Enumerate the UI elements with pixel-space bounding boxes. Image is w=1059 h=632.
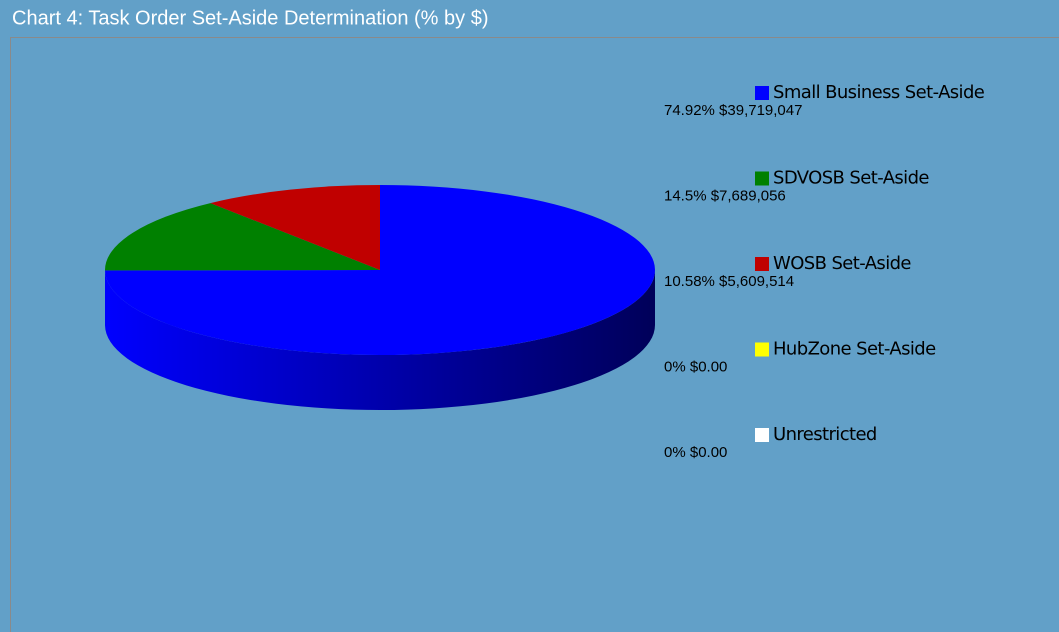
- legend-swatch: [755, 171, 769, 186]
- legend-swatch: [755, 86, 769, 100]
- pie-side: [105, 270, 655, 411]
- legend-label: WOSB Set-Aside: [773, 253, 911, 274]
- pie-slice: [210, 185, 380, 270]
- legend-label: SDVOSB Set-Aside: [773, 168, 929, 189]
- value-label: 14.5% $7,689,056: [664, 187, 786, 204]
- value-label: 0% $0.00: [664, 444, 727, 461]
- legend-swatch: [755, 342, 769, 357]
- legend-swatch: [755, 428, 769, 442]
- plot-border: [10, 37, 1059, 632]
- pie-slice: [105, 203, 380, 271]
- legend-swatch: [755, 257, 769, 271]
- legend-label: Unrestricted: [773, 424, 877, 445]
- value-label: 10.58% $5,609,514: [664, 273, 794, 290]
- legend-label: HubZone Set-Aside: [773, 339, 936, 360]
- chart-title: Chart 4: Task Order Set-Aside Determinat…: [12, 7, 488, 29]
- value-label: 0% $0.00: [664, 358, 727, 375]
- legend-label: Small Business Set-Aside: [773, 82, 985, 103]
- pie-slice: [105, 184, 655, 355]
- value-label: 74.92% $39,719,047: [664, 102, 802, 119]
